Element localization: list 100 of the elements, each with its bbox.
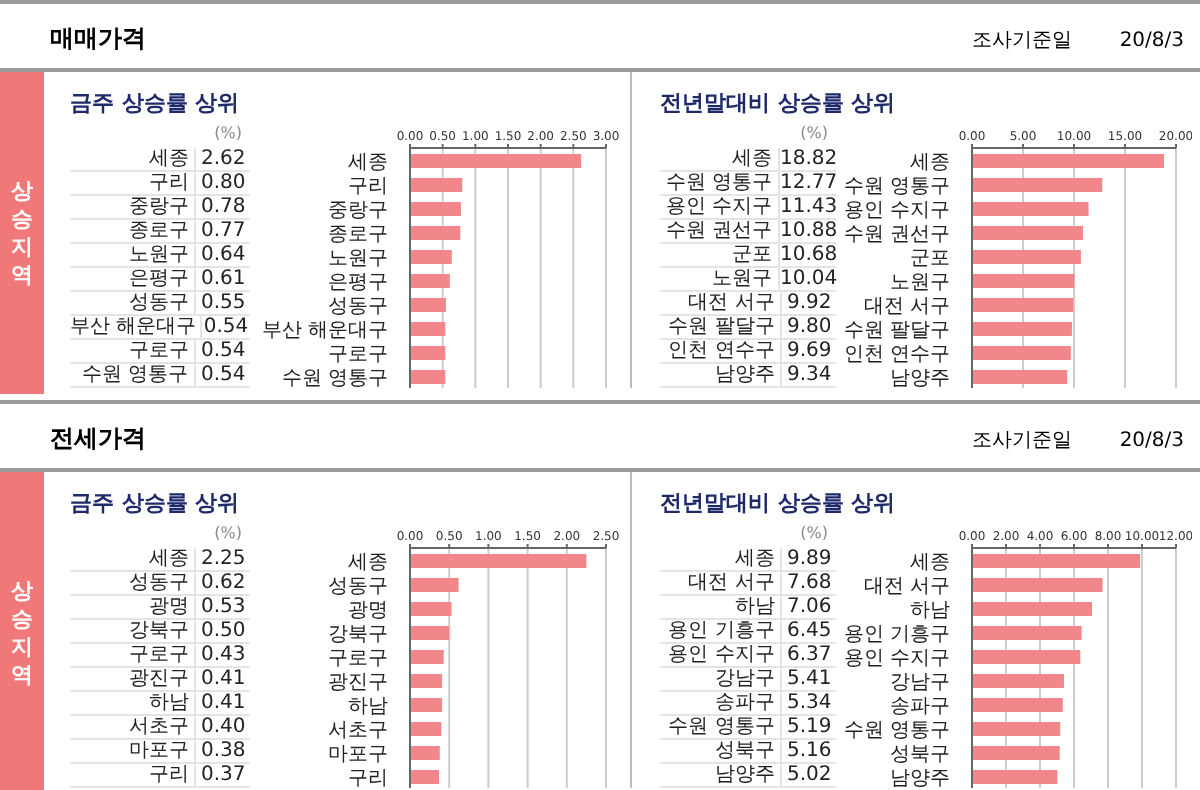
y-tick-label: 세종 [910, 152, 950, 174]
text: 전세가격 [50, 422, 146, 456]
category-label: 중랑구 [128, 196, 189, 218]
bar [972, 650, 1081, 664]
text: 상승지역 [11, 577, 33, 689]
data-label: 0.40 [198, 716, 248, 738]
y-tick-label: 용인 수지구 [843, 648, 950, 670]
y-tick-label: 강북구 [328, 624, 388, 646]
category-label: 용인 기흥구 [668, 620, 775, 642]
category-label: 남양주 [714, 764, 775, 786]
y-tick-label: 인천 연수구 [843, 344, 950, 366]
category-label: 서초구 [128, 716, 189, 738]
bar [410, 650, 444, 664]
data-label: 18.82 [780, 148, 838, 170]
bar [410, 298, 446, 312]
text: 금주 상승률 상위 [70, 488, 242, 520]
category-label: 대전 서구 [688, 572, 775, 594]
category-label: 세종 [148, 548, 189, 570]
data-label: 6.45 [785, 620, 834, 642]
data-label: 9.34 [785, 364, 834, 386]
category-label: 수원 영통구 [665, 172, 772, 194]
category-label: 노원구 [128, 244, 189, 266]
category-label: 세종 [732, 148, 772, 170]
category-label: 군포 [732, 244, 772, 266]
y-tick-label: 종로구 [328, 224, 388, 246]
data-label: 11.43 [780, 196, 838, 218]
text: 전년말대비 상승률 상위 [660, 88, 898, 120]
category-label: 마포구 [128, 740, 189, 762]
category-label: 세종 [148, 148, 189, 170]
data-label: 5.19 [785, 716, 834, 738]
y-tick-label: 대전 서구 [863, 576, 950, 598]
bar [410, 274, 450, 288]
bar [410, 370, 446, 384]
category-label: 대전 서구 [688, 292, 775, 314]
text: 상승지역 [11, 177, 33, 289]
y-tick-label: 강남구 [890, 672, 950, 694]
data-label: 7.06 [785, 596, 834, 618]
bar [972, 250, 1081, 264]
category-label: 성동구 [128, 292, 189, 314]
text: 조사기준일 [971, 430, 1072, 452]
category-label: 부산 해운대구 [70, 316, 197, 338]
data-label: 9.89 [785, 548, 834, 570]
y-tick-label: 하남 [910, 600, 950, 622]
data-label: 7.68 [785, 572, 834, 594]
category-label: 구리 [148, 172, 189, 194]
data-label: 0.43 [198, 644, 248, 666]
category-label: 수원 권선구 [665, 220, 772, 242]
data-label: 10.68 [780, 244, 838, 266]
data-label: 9.80 [785, 316, 834, 338]
category-label: 수원 영통구 [668, 716, 775, 738]
text: 20/8/3 [1119, 430, 1184, 452]
category-label: 성북구 [714, 740, 775, 762]
category-label: 은평구 [128, 268, 189, 290]
bar [972, 154, 1164, 168]
data-label: 12.77 [780, 172, 838, 194]
y-tick-label: 노원구 [890, 272, 950, 294]
data-label: 2.25 [198, 548, 248, 570]
data-label: 0.53 [198, 596, 248, 618]
category-label: 구로구 [128, 340, 189, 362]
y-tick-label: 중랑구 [328, 200, 388, 222]
category-label: 인천 연수구 [668, 340, 775, 362]
data-label: 9.69 [785, 340, 834, 362]
text: (%) [798, 122, 830, 146]
data-label: 0.54 [198, 340, 248, 362]
text: (%) [212, 522, 244, 546]
data-label: 6.37 [785, 644, 834, 666]
y-tick-label: 은평구 [328, 272, 388, 294]
bar [410, 746, 440, 760]
category-label: 광진구 [128, 668, 189, 690]
y-tick-label: 남양주 [890, 768, 950, 790]
data-label: 0.77 [198, 220, 248, 242]
bar [410, 322, 446, 336]
bar [972, 226, 1083, 240]
text: 전년말대비 상승률 상위 [660, 488, 898, 520]
y-tick-label: 용인 수지구 [843, 200, 950, 222]
category-label: 하남 [148, 692, 189, 714]
y-tick-label: 세종 [348, 152, 388, 174]
data-label: 0.54 [198, 364, 248, 386]
data-label: 0.50 [198, 620, 248, 642]
bar [410, 250, 452, 264]
y-tick-label: 구로구 [328, 648, 388, 670]
bar [972, 298, 1074, 312]
text: (%) [798, 522, 830, 546]
data-label: 5.34 [785, 692, 834, 714]
bar [972, 202, 1089, 216]
bar [410, 626, 450, 640]
category-label: 용인 수지구 [665, 196, 772, 218]
data-label: 10.88 [780, 220, 838, 242]
bar [410, 578, 459, 592]
bar [972, 770, 1058, 784]
data-label: 0.38 [198, 740, 248, 762]
text: 조사기준일 [971, 30, 1072, 52]
data-label: 5.16 [785, 740, 834, 762]
y-tick-label: 노원구 [328, 248, 388, 270]
y-tick-label: 구로구 [328, 344, 388, 366]
bar [972, 602, 1093, 616]
y-tick-label: 수원 팔달구 [843, 320, 950, 342]
bar [972, 178, 1103, 192]
bar [972, 674, 1064, 688]
category-label: 수원 팔달구 [668, 316, 775, 338]
